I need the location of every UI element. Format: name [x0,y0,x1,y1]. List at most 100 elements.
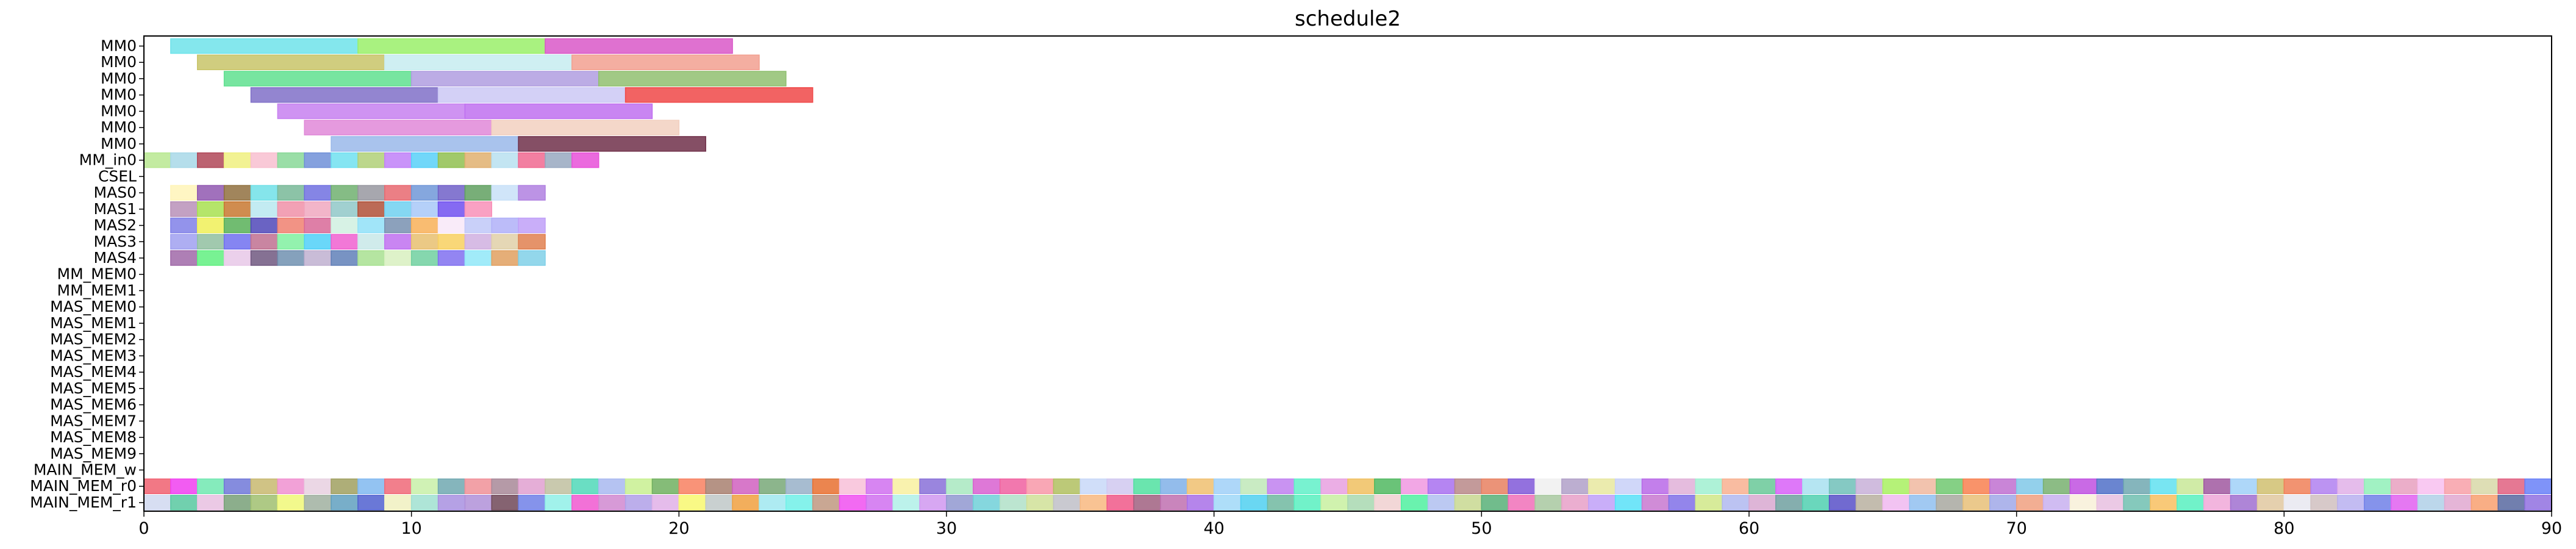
unit-bar [2337,478,2365,494]
unit-bar [464,152,493,168]
y-tick-label: MM0 [101,37,137,55]
unit-bar [865,478,894,494]
y-tick-label: MAS_MEM0 [50,298,137,315]
unit-bar [518,495,546,511]
unit-bar [2150,495,2178,511]
bars-layer [143,38,2552,511]
unit-bar [410,217,439,234]
unit-bar [1106,495,1134,511]
interval-bar [464,103,653,120]
unit-bar [1347,495,1375,511]
y-tick-label: MM_MEM0 [57,265,137,283]
unit-bar [571,152,599,168]
unit-bar [491,234,519,250]
x-tick-label: 40 [1203,519,1224,538]
unit-bar [1133,478,1161,494]
y-axis-labels: MM0MM0MM0MM0MM0MM0MM0MM_in0CSELMAS0MAS1M… [30,37,144,511]
unit-bar [1775,478,1803,494]
unit-bar [1187,478,1215,494]
unit-bar [2417,495,2445,511]
unit-bar [1534,478,1562,494]
unit-bar [785,495,814,511]
unit-bar [170,185,198,201]
unit-bar [277,478,305,494]
unit-bar [2283,495,2311,511]
unit-bar [304,201,332,217]
unit-bar [1641,478,1670,494]
unit-bar [491,250,519,266]
unit-bar [678,495,706,511]
x-axis-ticks: 0 10 20 30 40 50 60 70 80 90 [138,511,2562,538]
unit-bar [223,234,252,250]
y-tick-label: MAIN_MEM_w [34,461,137,478]
unit-bar [196,217,225,234]
unit-bar [1160,478,1188,494]
unit-bar [1614,478,1643,494]
unit-bar [2150,478,2178,494]
unit-bar [304,478,332,494]
unit-bar [223,495,252,511]
unit-bar [1133,495,1161,511]
x-tick-label: 0 [138,519,149,538]
unit-bar [1641,495,1670,511]
unit-bar [491,185,519,201]
unit-bar [598,478,626,494]
unit-bar [1722,495,1750,511]
y-tick-label: MAS_MEM7 [50,412,137,429]
unit-bar [1855,478,1884,494]
unit-bar [410,234,439,250]
unit-bar [1293,478,1322,494]
unit-bar [1748,495,1776,511]
unit-bar [304,185,332,201]
unit-bar [304,234,332,250]
x-tick-label: 90 [2541,519,2562,538]
unit-bar [170,495,198,511]
unit-bar [1320,495,1348,511]
unit-bar [1240,478,1268,494]
unit-bar [1400,495,1429,511]
unit-bar [464,234,493,250]
unit-bar [437,234,466,250]
unit-bar [1508,495,1536,511]
unit-bar [1267,478,1295,494]
unit-bar [1481,478,1509,494]
unit-bar [999,478,1028,494]
y-tick-label: MM0 [101,70,137,87]
y-tick-label: MAS_MEM3 [50,346,137,364]
unit-bar [759,478,787,494]
unit-bar [1882,478,1910,494]
interval-bar [277,103,466,120]
unit-bar [705,495,733,511]
unit-bar [1962,478,1991,494]
unit-bar [2470,478,2499,494]
unit-bar [2497,478,2525,494]
unit-bar [1561,495,1589,511]
unit-bar [250,495,279,511]
unit-bar [2230,495,2258,511]
plot-frame [143,35,2552,512]
unit-bar [2016,478,2044,494]
unit-bar [1240,495,1268,511]
y-tick-label: MAS_MEM8 [50,428,137,446]
unit-bar [464,185,493,201]
unit-bar [250,152,279,168]
unit-bar [491,152,519,168]
unit-bar [732,478,760,494]
unit-bar [464,478,493,494]
interval-bar [491,120,680,135]
unit-bar [250,217,279,234]
interval-bar [304,120,493,135]
unit-bar [678,478,706,494]
unit-bar [892,478,920,494]
unit-bar [384,201,412,217]
unit-bar [331,478,359,494]
unit-bar [545,495,573,511]
unit-bar [1588,495,1616,511]
unit-bar [250,185,279,201]
unit-bar [357,152,385,168]
unit-bar [170,152,198,168]
unit-bar [732,495,760,511]
unit-bar [1508,478,1536,494]
unit-bar [518,185,546,201]
